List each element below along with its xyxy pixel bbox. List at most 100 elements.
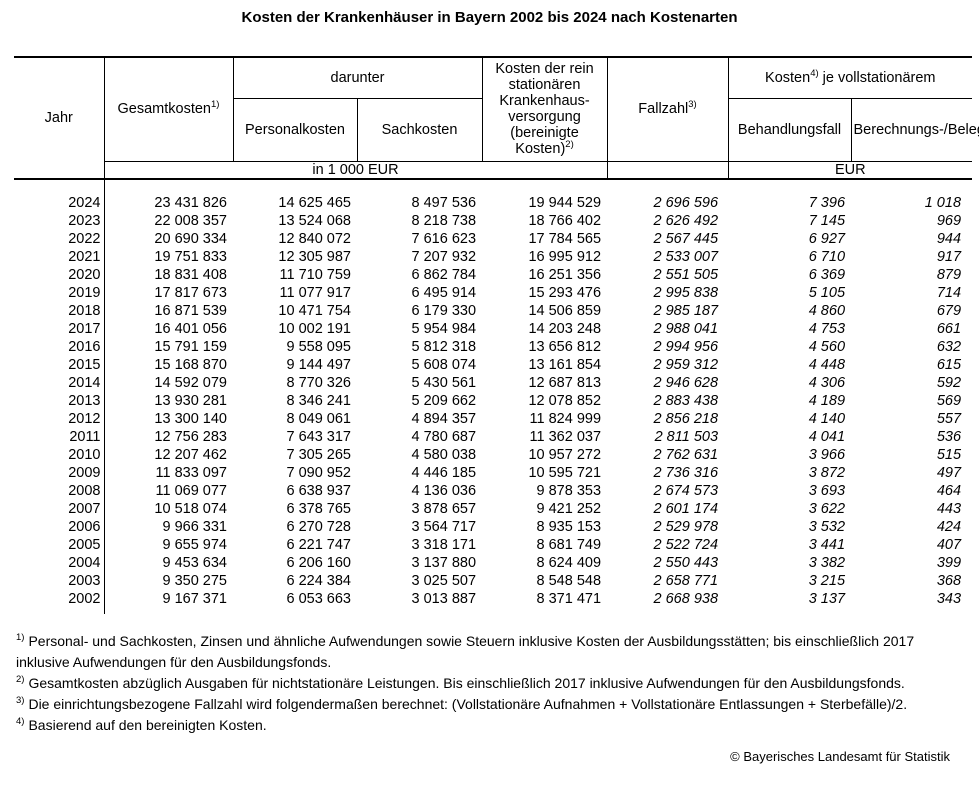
cell-personalkosten: 6 221 747: [286, 536, 351, 553]
header-bereinigte-kosten: Kosten der rein stationären Krankenhaus-…: [482, 57, 608, 162]
cell-jahr: 2021: [14, 247, 105, 266]
table-row: 2013 13 930 281 8 346 241 5 209 662 12 0…: [14, 391, 972, 410]
cell-fallzahl: 2 626 492: [653, 212, 719, 229]
cell-personalkosten: 7 643 317: [286, 428, 351, 445]
cell-jahr: 2012: [14, 409, 105, 428]
cell-sachkosten: 4 894 357: [411, 410, 477, 427]
table-row: 2006 9 966 331 6 270 728 3 564 717 8 935…: [14, 517, 972, 536]
cell-gesamtkosten: 9 167 371: [162, 590, 227, 607]
unit-label-eur: EUR: [728, 161, 973, 180]
cell-personalkosten: 6 224 384: [286, 572, 351, 589]
table-row: 2008 11 069 077 6 638 937 4 136 036 9 87…: [14, 481, 972, 500]
cell-sachkosten: 6 179 330: [411, 302, 477, 319]
cell-personalkosten: 6 638 937: [286, 482, 351, 499]
cell-fallzahl: 2 856 218: [653, 410, 719, 427]
cell-belegungstag: 515: [936, 446, 962, 463]
page-title: Kosten der Krankenhäuser in Bayern 2002 …: [241, 9, 738, 26]
table-row: 2009 11 833 097 7 090 952 4 446 185 10 5…: [14, 463, 972, 482]
cell-jahr: 2014: [14, 373, 105, 392]
header-fallzahl: Fallzahl3): [607, 57, 729, 162]
cell-behandlungsfall: 4 041: [808, 428, 846, 445]
cell-jahr: 2013: [14, 391, 105, 410]
cell-sachkosten: 6 495 914: [411, 284, 477, 301]
cell-behandlungsfall: 4 860: [808, 302, 846, 319]
table-header: Jahr Gesamtkosten1) darunter Kosten der …: [14, 57, 979, 180]
table-row: 2005 9 655 974 6 221 747 3 318 171 8 681…: [14, 535, 972, 554]
cell-bereinigte-kosten: 10 595 721: [528, 464, 602, 481]
cell-personalkosten: 8 049 061: [286, 410, 351, 427]
table-row: 2007 10 518 074 6 378 765 3 878 657 9 42…: [14, 499, 972, 518]
footnote-ref-2: 2): [565, 139, 574, 151]
cell-personalkosten: 8 346 241: [286, 392, 351, 409]
cell-bereinigte-kosten: 13 656 812: [528, 338, 602, 355]
footnote-text: Die einrichtungsbezogene Fallzahl wird f…: [28, 695, 908, 712]
cell-sachkosten: 6 862 784: [411, 266, 477, 283]
cell-bereinigte-kosten: 8 548 548: [536, 572, 602, 589]
cell-gesamtkosten: 15 168 870: [154, 356, 227, 373]
cell-bereinigte-kosten: 14 506 859: [528, 302, 602, 319]
cell-gesamtkosten: 14 592 079: [154, 374, 227, 391]
cell-belegungstag: 679: [936, 302, 962, 319]
cell-sachkosten: 7 616 623: [411, 230, 477, 247]
cell-fallzahl: 2 674 573: [653, 482, 719, 499]
cell-behandlungsfall: 4 306: [808, 374, 846, 391]
cell-gesamtkosten: 22 008 357: [154, 212, 227, 229]
cell-jahr: 2011: [14, 427, 105, 446]
cell-jahr: 2020: [14, 265, 105, 284]
cell-gesamtkosten: 23 431 826: [154, 194, 227, 211]
cell-sachkosten: 4 780 687: [411, 428, 477, 445]
table-row: 2016 15 791 159 9 558 095 5 812 318 13 6…: [14, 337, 972, 356]
table-row: 2002 9 167 371 6 053 663 3 013 887 8 371…: [14, 589, 972, 608]
cell-gesamtkosten: 16 871 539: [154, 302, 227, 319]
cell-jahr: 2022: [14, 229, 105, 248]
cell-gesamtkosten: 11 069 077: [155, 482, 228, 499]
spacer-row: [14, 607, 972, 614]
cell-fallzahl: 2 988 041: [653, 320, 719, 337]
cell-fallzahl: 2 736 316: [653, 464, 719, 481]
cell-fallzahl: 2 811 503: [654, 428, 719, 445]
cell-bereinigte-kosten: 15 293 476: [528, 284, 602, 301]
cell-fallzahl: 2 529 978: [653, 518, 719, 535]
cell-jahr: 2024: [14, 193, 105, 212]
cell-bereinigte-kosten: 8 681 749: [536, 536, 602, 553]
cell-fallzahl: 2 696 596: [653, 194, 719, 211]
cell-belegungstag: 632: [936, 338, 962, 355]
cell-belegungstag: 407: [936, 536, 962, 553]
cell-fallzahl: 2 533 007: [653, 248, 719, 265]
cell-sachkosten: 8 497 536: [411, 194, 477, 211]
cell-bereinigte-kosten: 9 421 252: [536, 500, 602, 517]
cell-fallzahl: 2 985 187: [653, 302, 719, 319]
cell-fallzahl: 2 995 838: [653, 284, 719, 301]
cell-belegungstag: 661: [936, 320, 962, 337]
cell-fallzahl: 2 550 443: [653, 554, 719, 571]
cell-behandlungsfall: 4 448: [808, 356, 846, 373]
cell-gesamtkosten: 9 453 634: [162, 554, 227, 571]
cell-personalkosten: 6 378 765: [286, 500, 351, 517]
cell-gesamtkosten: 20 690 334: [154, 230, 227, 247]
cell-bereinigte-kosten: 8 624 409: [536, 554, 602, 571]
cell-personalkosten: 6 053 663: [286, 590, 351, 607]
unit-label-eur-thousand: in 1 000 EUR: [104, 161, 608, 180]
cell-sachkosten: 3 878 657: [411, 500, 477, 517]
cell-behandlungsfall: 4 753: [808, 320, 846, 337]
cell-sachkosten: 4 136 036: [411, 482, 477, 499]
footnote-marker: 4): [16, 715, 25, 727]
table-row: 2022 20 690 334 12 840 072 7 616 623 17 …: [14, 229, 972, 248]
cell-fallzahl: 2 946 628: [653, 374, 719, 391]
cell-belegungstag: 1 018: [924, 194, 962, 211]
header-darunter: darunter: [233, 57, 483, 99]
cell-personalkosten: 6 206 160: [286, 554, 351, 571]
cell-behandlungsfall: 3 966: [808, 446, 846, 463]
cell-personalkosten: 12 840 072: [278, 230, 351, 247]
footnote-marker: 2): [16, 673, 25, 685]
table-row: 2012 13 300 140 8 049 061 4 894 357 11 8…: [14, 409, 972, 428]
cell-sachkosten: 4 446 185: [411, 464, 477, 481]
cell-jahr: 2002: [14, 589, 105, 608]
footnote-item: 3) Die einrichtungsbezogene Fallzahl wird…: [16, 694, 961, 715]
cell-personalkosten: 9 558 095: [286, 338, 351, 355]
cell-bereinigte-kosten: 13 161 854: [528, 356, 602, 373]
cell-belegungstag: 714: [936, 284, 962, 301]
cell-personalkosten: 6 270 728: [286, 518, 351, 535]
table-row: 2011 12 756 283 7 643 317 4 780 687 11 3…: [14, 427, 972, 446]
